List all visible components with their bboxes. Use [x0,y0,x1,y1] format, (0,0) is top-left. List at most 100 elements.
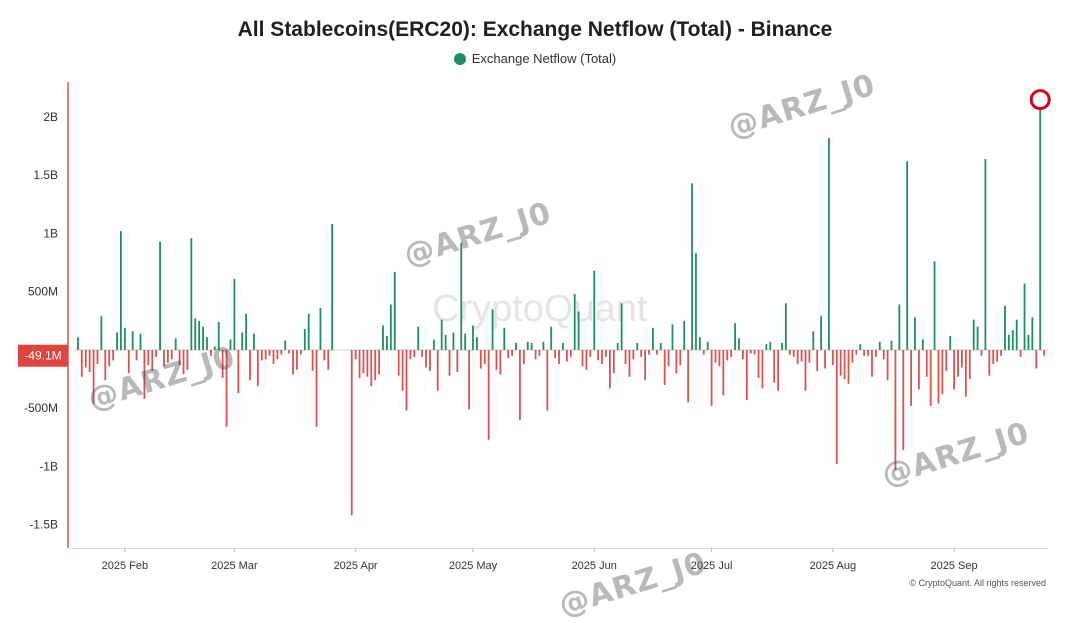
netflow-bar[interactable] [894,349,897,470]
netflow-bar[interactable] [292,349,294,375]
netflow-bar[interactable] [112,349,115,361]
netflow-bar[interactable] [534,349,537,360]
netflow-bar[interactable] [425,349,427,368]
netflow-bar[interactable] [835,349,838,465]
netflow-bar[interactable] [730,349,733,357]
netflow-bar[interactable] [210,349,212,356]
netflow-bar[interactable] [1007,334,1010,350]
netflow-bar[interactable] [1031,317,1034,350]
netflow-bar[interactable] [522,349,525,364]
netflow-bar[interactable] [245,313,248,350]
netflow-bar[interactable] [237,349,240,394]
netflow-bar[interactable] [358,349,361,378]
netflow-bar[interactable] [221,349,224,378]
netflow-bar[interactable] [914,317,916,350]
netflow-bar[interactable] [1004,305,1006,350]
netflow-bar[interactable] [1015,319,1018,350]
netflow-bar[interactable] [812,331,815,350]
netflow-bar[interactable] [937,349,940,404]
netflow-bar[interactable] [135,349,138,361]
netflow-bar[interactable] [280,349,283,355]
netflow-bar[interactable] [178,349,181,366]
netflow-bar[interactable] [597,349,600,361]
netflow-bar[interactable] [683,320,686,350]
netflow-bar[interactable] [593,270,596,350]
netflow-bar[interactable] [213,346,216,350]
netflow-bar[interactable] [88,349,91,373]
netflow-bar[interactable] [679,349,682,366]
netflow-bar[interactable] [769,341,772,350]
netflow-bar[interactable] [558,349,560,364]
netflow-bar[interactable] [1035,349,1038,369]
netflow-bar[interactable] [843,349,846,380]
netflow-bar[interactable] [554,349,557,359]
netflow-bar[interactable] [491,309,494,350]
netflow-bar[interactable] [417,326,420,350]
netflow-bar[interactable] [792,349,795,357]
netflow-bar[interactable] [538,349,541,356]
netflow-bar[interactable] [139,333,142,350]
netflow-bar[interactable] [785,303,787,350]
netflow-bar[interactable] [671,324,674,350]
netflow-bar[interactable] [77,337,79,350]
netflow-bar[interactable] [687,349,690,403]
netflow-bar[interactable] [929,349,932,406]
netflow-bar[interactable] [573,294,576,350]
netflow-bar[interactable] [816,349,819,371]
netflow-bar[interactable] [796,349,799,364]
netflow-bar[interactable] [628,349,631,377]
netflow-bar[interactable] [194,318,197,350]
netflow-bar[interactable] [229,339,232,350]
netflow-bar[interactable] [495,349,498,370]
netflow-bar[interactable] [366,349,369,377]
netflow-bar[interactable] [808,349,811,363]
netflow-bar[interactable] [777,349,779,391]
netflow-bar[interactable] [198,320,201,350]
netflow-bar[interactable] [953,349,956,390]
netflow-bar[interactable] [788,349,791,355]
netflow-bar[interactable] [202,326,204,350]
netflow-bar[interactable] [761,349,764,389]
netflow-bar[interactable] [100,316,103,350]
netflow-bar[interactable] [753,349,756,355]
netflow-bar[interactable] [284,340,287,350]
netflow-bar[interactable] [272,349,275,364]
chart-plot[interactable]: 2B 1.5B 1B 500M -500M -1B -1.5B -49.1M 2025 Feb… [0,0,1070,602]
netflow-bar[interactable] [452,332,455,350]
netflow-bar[interactable] [828,137,830,350]
netflow-bar[interactable] [718,349,721,367]
netflow-bar[interactable] [624,349,627,364]
netflow-bar[interactable] [921,339,924,350]
netflow-bar[interactable] [710,349,713,406]
netflow-bar[interactable] [268,349,271,356]
netflow-bar[interactable] [479,349,482,369]
netflow-bar[interactable] [581,349,584,367]
netflow-bar[interactable] [84,349,87,368]
netflow-bar[interactable] [303,328,306,350]
netflow-bar[interactable] [925,349,928,377]
legend[interactable]: Exchange Netflow (Total) [0,51,1070,66]
netflow-bar[interactable] [429,349,431,371]
netflow-bar[interactable] [515,342,517,350]
netflow-bar[interactable] [503,327,506,350]
netflow-bar[interactable] [902,349,905,451]
netflow-bar[interactable] [542,341,545,350]
netflow-bar[interactable] [659,342,662,350]
netflow-bar[interactable] [855,349,858,355]
netflow-bar[interactable] [550,326,553,350]
netflow-bar[interactable] [440,319,443,350]
netflow-bar[interactable] [241,332,244,350]
netflow-bar[interactable] [726,349,729,361]
netflow-bar[interactable] [859,344,862,350]
netflow-bar[interactable] [722,349,725,396]
netflow-bar[interactable] [863,349,866,356]
netflow-bar[interactable] [992,349,995,364]
netflow-bar[interactable] [546,349,549,411]
netflow-bar[interactable] [886,349,889,381]
netflow-bar[interactable] [374,349,377,381]
netflow-bar[interactable] [765,344,768,350]
netflow-bar[interactable] [519,349,521,420]
netflow-bar[interactable] [933,261,936,350]
netflow-bar[interactable] [389,304,392,350]
netflow-bar[interactable] [530,342,533,350]
